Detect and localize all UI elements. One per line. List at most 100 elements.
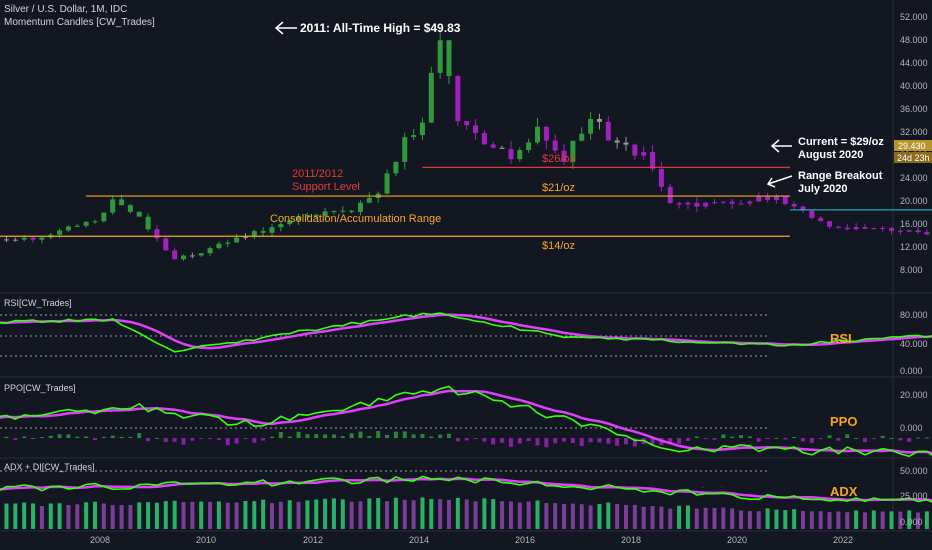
adx-tick: 0.000 bbox=[900, 517, 923, 527]
histogram-bar bbox=[420, 497, 425, 529]
histogram-bar bbox=[225, 438, 230, 446]
histogram-bar bbox=[774, 509, 779, 529]
histogram-bar bbox=[181, 502, 186, 529]
candle-body bbox=[729, 201, 735, 204]
candle-body bbox=[614, 140, 620, 143]
candle-body bbox=[181, 255, 186, 260]
histogram-bar bbox=[305, 434, 310, 439]
histogram-bar bbox=[703, 507, 708, 529]
histogram-bar bbox=[4, 503, 9, 529]
candle-body bbox=[207, 248, 213, 254]
histogram-bar bbox=[393, 497, 398, 529]
adx-panel-label: ADX bbox=[830, 484, 858, 499]
candle-body bbox=[198, 253, 204, 256]
candle-body bbox=[402, 137, 408, 162]
candle-body bbox=[464, 121, 470, 126]
histogram-bar bbox=[411, 500, 416, 529]
histogram-bar bbox=[296, 501, 301, 529]
level26-label: $26/oz bbox=[542, 153, 575, 165]
candle-body bbox=[110, 199, 116, 213]
histogram-bar bbox=[225, 502, 230, 529]
candle-body bbox=[889, 227, 894, 231]
histogram-bar bbox=[747, 511, 752, 529]
histogram-bar bbox=[84, 436, 89, 439]
candle-body bbox=[437, 40, 443, 73]
rsi-panel-label: RSI bbox=[830, 331, 852, 346]
histogram-bar bbox=[898, 511, 903, 529]
rsi-tick: 80.000 bbox=[900, 310, 928, 320]
candle-body bbox=[490, 144, 496, 148]
histogram-bar bbox=[57, 434, 62, 439]
candle-body bbox=[384, 173, 390, 194]
candle-body bbox=[588, 118, 594, 134]
histogram-bar bbox=[615, 438, 620, 446]
histogram-bar bbox=[579, 438, 584, 447]
histogram-bar bbox=[172, 500, 177, 529]
candle-body bbox=[216, 243, 222, 249]
candle-body bbox=[225, 242, 231, 244]
candle-body bbox=[234, 237, 240, 243]
candle-body bbox=[880, 227, 886, 229]
candle-body bbox=[703, 202, 709, 207]
histogram-bar bbox=[314, 499, 319, 529]
candle-body bbox=[473, 125, 479, 133]
histogram-bar bbox=[659, 506, 664, 529]
histogram-bar bbox=[712, 438, 717, 440]
candle-body bbox=[83, 221, 89, 226]
candle-body bbox=[676, 203, 682, 205]
histogram-bar bbox=[854, 437, 859, 439]
histogram-bar bbox=[482, 438, 487, 442]
candle-body bbox=[800, 206, 806, 211]
histogram-bar bbox=[641, 506, 646, 529]
panel-frames bbox=[0, 0, 932, 532]
histogram-bar bbox=[101, 436, 106, 439]
histogram-bar bbox=[685, 505, 690, 529]
histogram-bar bbox=[712, 507, 717, 529]
rsi-axis: 80.000 40.000 0.000 bbox=[900, 310, 928, 376]
histogram-bar bbox=[252, 438, 257, 443]
candle-body bbox=[127, 205, 133, 212]
histogram-bar bbox=[907, 438, 912, 442]
candle-body bbox=[499, 147, 505, 149]
time-tick: 2014 bbox=[409, 535, 429, 545]
histogram-bar bbox=[756, 438, 761, 442]
histogram-bar bbox=[137, 433, 142, 439]
price-tick: 40.000 bbox=[900, 81, 928, 91]
histogram-bar bbox=[615, 504, 620, 529]
candle-body bbox=[313, 214, 319, 217]
histogram-bar bbox=[747, 436, 752, 439]
histogram-bar bbox=[39, 506, 44, 529]
histogram-bar bbox=[287, 500, 292, 529]
candle-body bbox=[535, 126, 540, 143]
ppo-tick: 0.000 bbox=[900, 423, 923, 433]
ath-arrow bbox=[274, 21, 297, 35]
candle-body bbox=[189, 255, 195, 257]
indicator-title: Momentum Candles [CW_Trades] bbox=[4, 17, 155, 28]
candle-body bbox=[322, 211, 328, 217]
histogram-bar bbox=[358, 501, 363, 529]
candle-body bbox=[924, 232, 930, 235]
histogram-bar bbox=[358, 431, 363, 439]
histogram-bar bbox=[119, 504, 124, 529]
candle-body bbox=[428, 72, 434, 123]
rsi-tick: 0.000 bbox=[900, 366, 923, 376]
price-tick: 44.000 bbox=[900, 58, 928, 68]
price-tick: 48.000 bbox=[900, 35, 928, 45]
histogram-bar bbox=[765, 508, 770, 529]
histogram-bar bbox=[526, 501, 531, 529]
histogram-bar bbox=[208, 438, 213, 440]
histogram-bar bbox=[597, 503, 602, 529]
candle-body bbox=[756, 195, 762, 202]
histogram-bar bbox=[243, 500, 248, 529]
histogram-bar bbox=[871, 510, 876, 529]
histogram-bar bbox=[305, 500, 310, 529]
ppo-tick: 20.000 bbox=[900, 390, 928, 400]
time-tick: 2010 bbox=[196, 535, 216, 545]
histogram-bar bbox=[739, 510, 744, 529]
price-tick: 32.000 bbox=[900, 127, 928, 137]
histogram-bar bbox=[801, 511, 805, 529]
candle-body bbox=[853, 227, 859, 230]
candle-body bbox=[623, 142, 629, 145]
price-tick: 16.000 bbox=[900, 219, 928, 229]
histogram-bar bbox=[13, 503, 18, 529]
